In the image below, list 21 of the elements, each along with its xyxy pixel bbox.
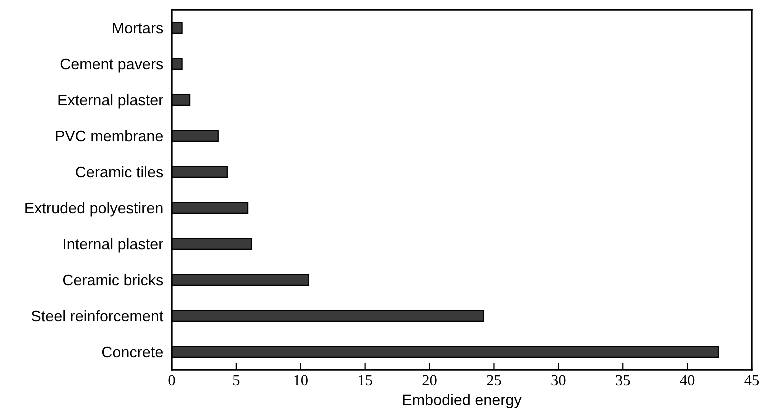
y-tick-label: Steel reinforcement bbox=[32, 310, 164, 322]
y-tick-label: External plaster bbox=[58, 94, 164, 109]
y-tick-label: Extruded polyestiren bbox=[26, 202, 163, 217]
x-tick-label: 45 bbox=[744, 375, 760, 386]
x-tick-label: 5 bbox=[234, 375, 240, 386]
y-tick-label: Ceramic bricks bbox=[63, 274, 164, 286]
x-tick-label: 30 bbox=[552, 375, 566, 386]
y-tick-label: Ceramic tiles bbox=[76, 166, 164, 178]
x-axis-title: Embodied energy bbox=[403, 394, 522, 409]
y-tick-label: Cement pavers bbox=[60, 58, 164, 73]
x-tick-label: 20 bbox=[422, 375, 437, 386]
y-tick-label: Concrete bbox=[102, 346, 163, 358]
x-tick-label: 10 bbox=[294, 375, 308, 386]
x-tick-label: 0 bbox=[168, 375, 176, 386]
x-tick-label: 40 bbox=[680, 375, 695, 386]
y-tick-label: PVC membrane bbox=[56, 130, 163, 142]
x-tick-label: 15 bbox=[359, 375, 372, 386]
x-tick-label: 35 bbox=[616, 375, 630, 386]
x-tick-label: 25 bbox=[487, 375, 502, 386]
y-tick-label: Internal plaster bbox=[64, 238, 164, 253]
y-tick-label: Mortars bbox=[113, 23, 164, 34]
